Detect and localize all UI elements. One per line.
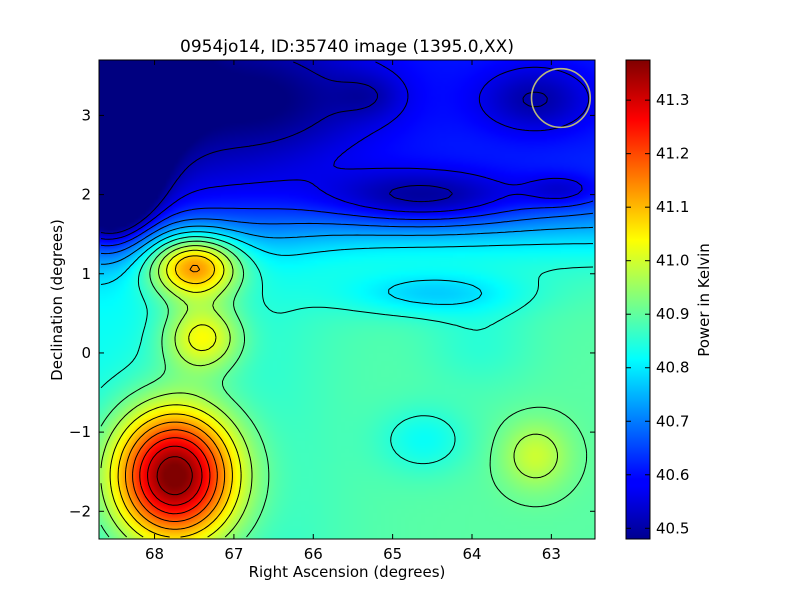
y-tick-label: 0 — [81, 344, 91, 362]
colorbar — [625, 59, 651, 540]
x-tick-label: 68 — [145, 545, 164, 563]
colorbar-label: Power in Kelvin — [695, 243, 713, 357]
contour-lines — [100, 61, 594, 538]
x-tick-label: 64 — [462, 545, 481, 563]
colorbar-tick-label: 40.6 — [656, 466, 689, 484]
x-tick-label: 67 — [224, 545, 243, 563]
x-axis-label: Right Ascension (degrees) — [249, 563, 446, 581]
y-axis-label: Declination (degrees) — [48, 219, 66, 381]
colorbar-tick-label: 41.1 — [656, 198, 689, 216]
x-tick-label: 66 — [304, 545, 323, 563]
colorbar-tick-label: 40.8 — [656, 359, 689, 377]
x-tick-label: 63 — [542, 545, 561, 563]
x-axis: 68 67 66 65 64 63 — [145, 60, 561, 563]
plot-frame — [98, 59, 596, 540]
x-tick-label: 65 — [383, 545, 402, 563]
colorbar-axis: 40.5 40.6 40.7 40.8 40.9 41.0 41.1 41.2 41.3 — [626, 91, 689, 537]
contour-path — [100, 61, 594, 538]
colorbar-tick-label: 40.7 — [656, 412, 689, 430]
y-tick-label: −2 — [69, 502, 91, 520]
y-tick-label: 1 — [81, 265, 91, 283]
y-axis: 3 2 1 0 −1 −2 — [69, 106, 595, 520]
colorbar-tick-label: 40.9 — [656, 305, 689, 323]
colorbar-tick-label: 41.0 — [656, 252, 689, 270]
colorbar-tick-label: 40.5 — [656, 519, 689, 537]
heatmap-image — [99, 60, 595, 539]
colorbar-tick-label: 41.2 — [656, 145, 689, 163]
plot-area — [99, 60, 595, 539]
y-tick-label: 3 — [81, 106, 91, 124]
y-tick-label: −1 — [69, 423, 91, 441]
chart-title: 0954jo14, ID:35740 image (1395.0,XX) — [180, 37, 514, 57]
beam-circle — [530, 67, 592, 129]
y-tick-label: 2 — [81, 186, 91, 204]
colorbar-tick-label: 41.3 — [656, 91, 689, 109]
